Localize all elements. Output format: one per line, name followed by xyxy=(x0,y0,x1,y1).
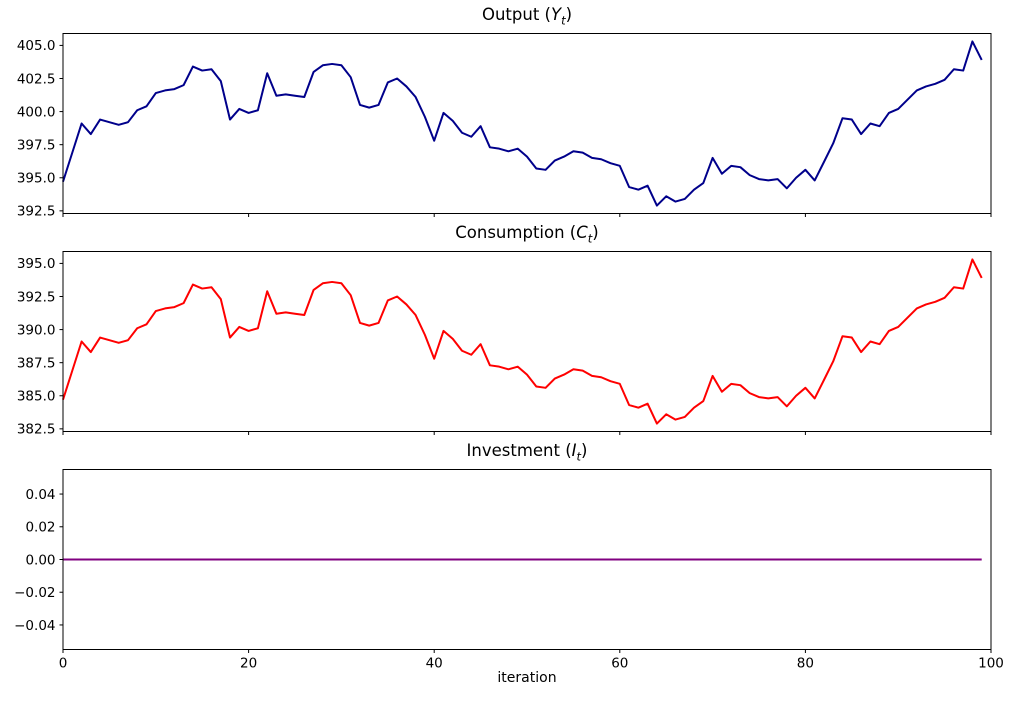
title-subscript: t xyxy=(561,13,566,28)
y-tick-label: 385.0 xyxy=(17,389,56,405)
x-tick-label: 60 xyxy=(611,656,628,672)
y-tick-label: 0.02 xyxy=(25,520,55,536)
y-tick-label: 0.00 xyxy=(25,552,55,568)
chart-title-consumption: Consumption (Ct) xyxy=(63,223,991,246)
x-axis-label: iteration xyxy=(497,670,557,686)
consumption-subplot: 382.5 385.0 387.5 390.0 392.5 395.0 xyxy=(17,251,992,438)
title-text: Output ( xyxy=(481,5,551,24)
y-tick-label: 392.5 xyxy=(17,289,56,305)
title-text: ) xyxy=(592,223,599,242)
y-tick-label: 392.5 xyxy=(17,204,56,220)
x-tick-label: 0 xyxy=(59,656,68,672)
title-subscript: t xyxy=(587,231,593,246)
title-text: Consumption ( xyxy=(455,223,577,242)
title-variable: Y xyxy=(550,5,562,24)
title-variable: C xyxy=(576,223,588,242)
y-tick-label: 405.0 xyxy=(17,38,56,54)
consumption-line xyxy=(62,258,983,425)
y-tick-label: −0.04 xyxy=(14,618,55,634)
investment-plot-frame xyxy=(62,469,992,650)
y-tick-label: 387.5 xyxy=(17,355,56,371)
y-tick-label: 400.0 xyxy=(17,104,56,120)
output-line xyxy=(62,40,983,207)
y-tick-label: 390.0 xyxy=(17,322,56,338)
x-tick-label: 20 xyxy=(240,656,257,672)
x-tick-label: 40 xyxy=(426,656,443,672)
consumption-plot-frame xyxy=(62,251,992,432)
title-subscript: t xyxy=(576,449,582,464)
x-tick-label: 80 xyxy=(797,656,814,672)
chart-title-output: Output (Yt) xyxy=(63,5,991,28)
title-text: Investment ( xyxy=(466,441,572,460)
output-plot-frame xyxy=(62,33,992,214)
y-tick-label: 395.0 xyxy=(17,256,56,272)
output-subplot: 392.5 395.0 397.5 400.0 402.5 405.0 xyxy=(17,33,992,220)
y-tick-label: 397.5 xyxy=(17,137,56,153)
y-tick-label: 382.5 xyxy=(17,422,56,438)
x-tick-label: 100 xyxy=(978,656,1004,672)
y-tick-label: 0.04 xyxy=(25,487,55,503)
y-tick-label: 402.5 xyxy=(17,71,56,87)
y-tick-label: 395.0 xyxy=(17,171,56,187)
investment-subplot: −0.04 −0.02 0.00 0.02 0.04 0 20 40 60 80 100 xyxy=(14,469,1004,672)
title-text: ) xyxy=(565,5,573,24)
chart-title-investment: Investment (It) xyxy=(63,441,991,464)
title-variable: I xyxy=(571,441,577,460)
title-text: ) xyxy=(581,441,588,460)
y-tick-label: −0.02 xyxy=(14,585,55,601)
